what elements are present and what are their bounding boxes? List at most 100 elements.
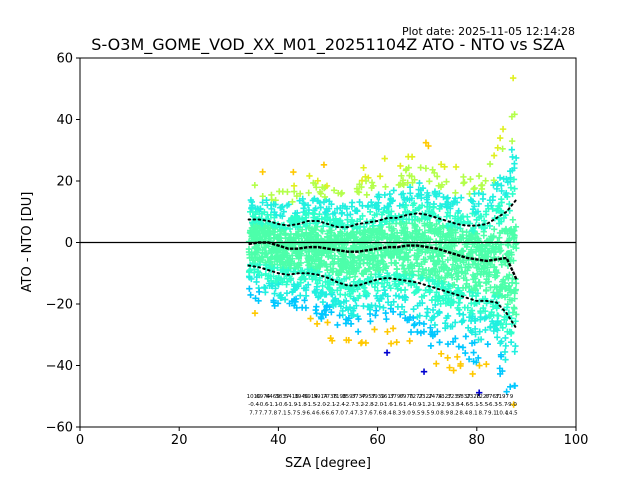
- scatter-point: [471, 203, 478, 210]
- scatter-point: [416, 312, 423, 319]
- scatter-point: [468, 314, 476, 322]
- scatter-point: [426, 178, 433, 185]
- chart-title: S-O3M_GOME_VOD_XX_M01_20251104Z ATO - NT…: [91, 35, 564, 55]
- scatter-point: [493, 334, 501, 341]
- scatter-point: [376, 173, 384, 180]
- scatter-point: [501, 279, 509, 287]
- scatter-point: [266, 258, 273, 265]
- scatter-point: [374, 287, 381, 294]
- scatter-point: [308, 231, 315, 238]
- scatter-point: [487, 236, 495, 243]
- scatter-point: [470, 349, 477, 356]
- scatter-point: [430, 227, 437, 235]
- scatter-point: [266, 224, 274, 232]
- scatter-point: [378, 257, 385, 265]
- scatter-point: [343, 205, 351, 212]
- scatter-point: [405, 153, 412, 160]
- median-line: [248, 241, 518, 280]
- scatter-point: [509, 153, 516, 161]
- scatter-point: [430, 313, 438, 320]
- scatter-point: [386, 190, 393, 198]
- scatter-point: [361, 228, 369, 235]
- count-label: 6469: [266, 394, 280, 400]
- scatter-point: [371, 326, 378, 333]
- scatter-point: [452, 189, 459, 196]
- scatter-point: [360, 256, 368, 263]
- scatter-point: [363, 191, 371, 199]
- scatter-point: [293, 192, 300, 200]
- scatter-point: [494, 317, 501, 325]
- scatter-point: [275, 247, 283, 254]
- scatter-point: [444, 209, 452, 216]
- scatter-point: [488, 308, 495, 316]
- scatter-point: [406, 183, 414, 191]
- scatter-point: [347, 310, 355, 317]
- count-label: -5.7: [497, 402, 508, 408]
- scatter-point: [263, 264, 270, 271]
- scatter-point: [420, 269, 428, 277]
- scatter-point: [429, 278, 437, 285]
- scatter-point: [305, 189, 312, 197]
- scatter-point: [417, 164, 424, 171]
- scatter-point: [276, 188, 283, 195]
- scatter-point: [326, 227, 333, 234]
- scatter-point: [385, 203, 393, 210]
- scatter-point: [467, 176, 474, 183]
- scatter-point: [416, 226, 423, 234]
- scatter-point: [297, 190, 304, 197]
- scatter-point: [399, 279, 406, 286]
- scatter-point: [471, 300, 478, 307]
- scatter-point: [404, 228, 411, 236]
- scatter-point: [402, 314, 409, 322]
- scatter-point: [433, 173, 441, 180]
- scatter-point: [403, 219, 410, 227]
- scatter-point: [376, 295, 384, 302]
- scatter-point: [402, 232, 410, 240]
- scatter-point: [330, 260, 337, 267]
- scatter-point: [279, 203, 286, 210]
- scatter-point: [510, 176, 518, 183]
- scatter-point: [489, 196, 496, 204]
- scatter-point: [479, 195, 487, 203]
- scatter-point: [471, 339, 478, 346]
- scatter-point: [388, 208, 395, 215]
- y-tick-label: 60: [56, 52, 73, 67]
- scatter-point: [384, 299, 392, 306]
- scatter-point: [493, 305, 500, 312]
- scatter-point: [307, 315, 314, 322]
- scatter-point: [267, 211, 275, 219]
- scatter-point: [472, 260, 479, 267]
- scatter-point: [411, 176, 418, 183]
- scatter-point: [270, 264, 278, 272]
- scatter-point: [248, 204, 255, 211]
- scatter-point: [455, 273, 462, 280]
- scatter-point: [321, 240, 328, 247]
- scatter-point: [292, 223, 300, 231]
- scatter-point: [384, 272, 392, 280]
- scatter-point: [302, 209, 309, 216]
- scatter-point: [276, 234, 284, 242]
- scatter-point: [319, 228, 326, 235]
- scatter-point: [407, 190, 414, 197]
- scatter-point: [475, 279, 482, 286]
- scatter-point: [339, 307, 346, 315]
- scatter-point: [384, 240, 391, 248]
- scatter-point: [418, 233, 426, 240]
- count-label: 7.4: [345, 410, 354, 416]
- scatter-point: [323, 303, 330, 310]
- scatter-point: [273, 256, 280, 263]
- scatter-point: [460, 218, 467, 225]
- scatter-point: [252, 205, 259, 213]
- scatter-point: [446, 364, 453, 371]
- scatter-point: [437, 300, 444, 308]
- scatter-point: [313, 236, 320, 243]
- x-tick-label: 40: [270, 433, 287, 448]
- scatter-point: [468, 197, 475, 205]
- scatter-point: [447, 205, 454, 212]
- scatter-point: [484, 253, 492, 260]
- count-label: 9.5: [421, 410, 430, 416]
- scatter-point: [375, 206, 383, 213]
- scatter-point: [319, 184, 326, 191]
- scatter-point: [465, 264, 472, 271]
- scatter-point: [361, 233, 369, 241]
